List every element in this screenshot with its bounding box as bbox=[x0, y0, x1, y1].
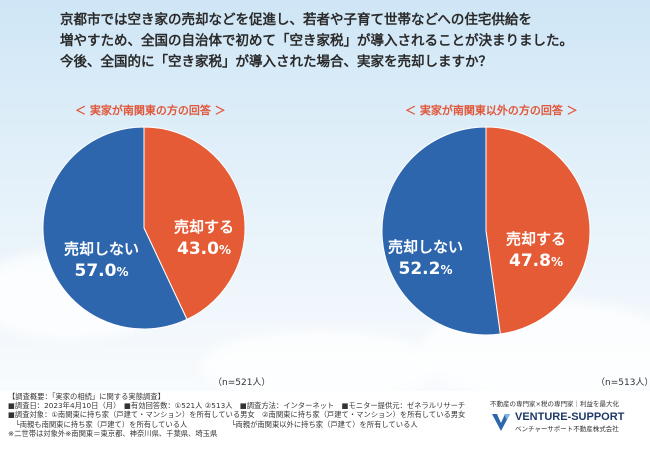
question-line: 京都市では空き家の売却などを促進し、若者や子育て世帯などへの住宅供給を bbox=[60, 12, 532, 28]
sample-size: （n=521人） bbox=[213, 378, 271, 388]
brand-company: ベンチャーサポート不動産株式会社 bbox=[515, 425, 619, 433]
slice-value: 47.8% bbox=[509, 251, 563, 271]
pie-chart-outside-kanto bbox=[381, 126, 591, 336]
pie-label-not-sell: 売却しない 52.2% bbox=[388, 236, 463, 279]
slice-label: 売却する bbox=[506, 230, 567, 248]
slice-value: 43.0% bbox=[177, 239, 231, 259]
background-cloud bbox=[200, 330, 440, 400]
pie-slice-sell bbox=[485, 126, 591, 335]
slice-value: 52.2% bbox=[398, 259, 453, 279]
brand-block: 不動産の専門家×税の専門家｜利益を最大化 VENTURE-SUPPORT ベンチ… bbox=[490, 398, 650, 433]
brand-logo-icon bbox=[492, 414, 510, 431]
note-line: ■調査対象：①南関東に持ち家（戸建て・マンション）を所有している男女 ②南関東に… bbox=[8, 410, 466, 420]
brand-name: VENTURE-SUPPORT bbox=[515, 411, 625, 423]
slice-label: 売却する bbox=[174, 218, 235, 236]
question-line: 今後、全国的に「空き家税」が導入された場合、実家を売却しますか？ bbox=[60, 54, 492, 70]
slice-label: 売却しない bbox=[64, 240, 140, 258]
note-line: 【調査概要：「実家の相続」に関する実態調査】 bbox=[8, 392, 165, 401]
slice-label: 売却しない bbox=[388, 238, 464, 256]
chart-title-south-kanto: ＜ 実家が南関東の方の回答 ＞ bbox=[75, 104, 226, 117]
pie-slice-sell bbox=[143, 126, 246, 321]
chart-title-outside-kanto: ＜ 実家が南関東以外の方の回答 ＞ bbox=[405, 104, 578, 117]
survey-notes: 【調査概要：「実家の相続」に関する実態調査】 ■調査日：2023年4月10日（月… bbox=[8, 392, 465, 438]
pie-slice-not-sell bbox=[42, 126, 188, 330]
slice-value: 57.0% bbox=[74, 261, 129, 281]
survey-question: 京都市では空き家の売却などを促進し、若者や子育て世帯などへの住宅供給を 増やすた… bbox=[60, 10, 620, 73]
pie-label-sell: 売却する 43.0% bbox=[174, 216, 234, 259]
note-line: ※二世帯は対象外※南関東＝東京都、神奈川県、千葉県、埼玉県 bbox=[8, 428, 218, 438]
note-line: └両親も南関東に持ち家（戸建て）を所有している人 └両親が南関東以外に持ち家（戸… bbox=[8, 419, 418, 429]
pie-chart-south-kanto bbox=[42, 126, 246, 330]
note-line: ■調査日：2023年4月10日（月） ■有効回答数：①521人 ②513人 ■調… bbox=[8, 401, 466, 411]
pie-label-sell: 売却する 47.8% bbox=[506, 228, 566, 271]
pie-label-not-sell: 売却しない 57.0% bbox=[64, 238, 139, 281]
question-line: 増やすため、全国の自治体で初めて「空き家税」が導入されることが決まりました。 bbox=[60, 33, 573, 49]
footer bbox=[0, 391, 650, 450]
pie-slice-not-sell bbox=[381, 126, 501, 336]
sample-size: （n=513人） bbox=[596, 378, 650, 388]
brand-tagline: 不動産の専門家×税の専門家｜利益を最大化 bbox=[490, 400, 619, 408]
